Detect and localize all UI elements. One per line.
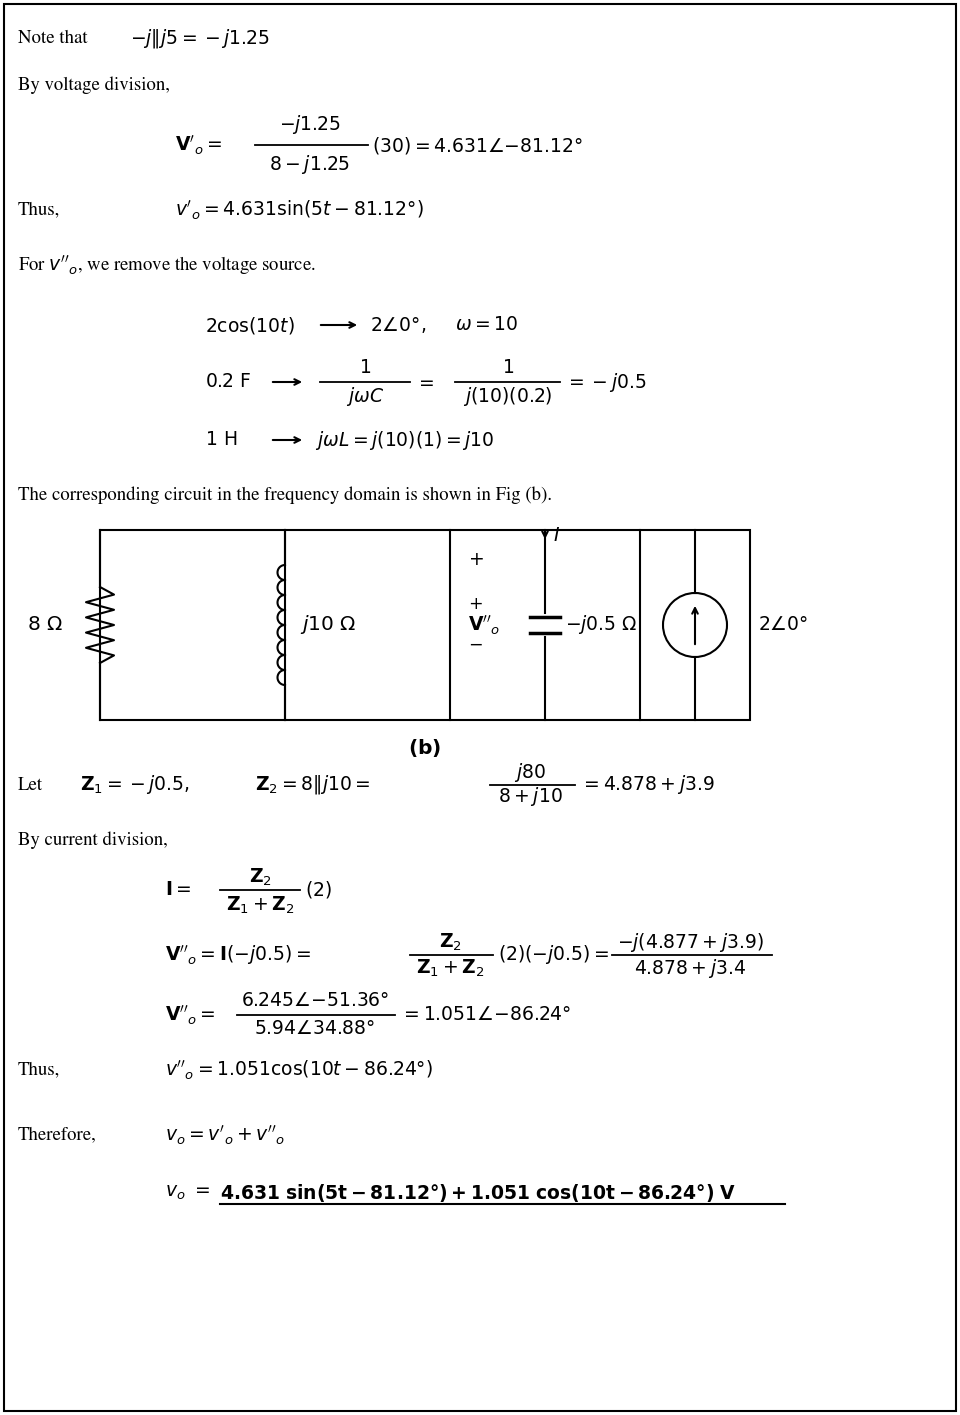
Text: $1\ \mathrm{H}$: $1\ \mathrm{H}$ (205, 432, 237, 449)
Text: $v_o\ =$: $v_o\ =$ (165, 1184, 210, 1203)
Text: $\mathbf{Z}_1 + \mathbf{Z}_2$: $\mathbf{Z}_1 + \mathbf{Z}_2$ (416, 958, 484, 979)
Text: By current division,: By current division, (18, 831, 168, 849)
Text: $+$: $+$ (468, 597, 483, 613)
Text: $8 - j1.25$: $8 - j1.25$ (270, 153, 350, 177)
Text: $2\angle 0°,$: $2\angle 0°,$ (370, 316, 426, 335)
Text: $5.94\angle 34.88°$: $5.94\angle 34.88°$ (254, 1020, 375, 1039)
Text: $(2)(-j0.5) =$: $(2)(-j0.5) =$ (498, 944, 610, 966)
Text: $8 + j10$: $8 + j10$ (497, 785, 563, 808)
Text: Note that: Note that (18, 30, 87, 47)
Text: $= 4.878 + j3.9$: $= 4.878 + j3.9$ (580, 774, 715, 797)
Text: $0.2\ \mathrm{F}$: $0.2\ \mathrm{F}$ (205, 374, 252, 391)
Text: Therefore,: Therefore, (18, 1126, 97, 1143)
Text: $4.878 + j3.4$: $4.878 + j3.4$ (634, 957, 746, 979)
Text: $\mathbf{I} =$: $\mathbf{I} =$ (165, 882, 191, 899)
Text: $j\omega L = j(10)(1) = j10$: $j\omega L = j(10)(1) = j10$ (315, 429, 494, 451)
Text: $\mathbf{Z}_1 + \mathbf{Z}_2$: $\mathbf{Z}_1 + \mathbf{Z}_2$ (226, 894, 295, 916)
Text: $-j(4.877 + j3.9)$: $-j(4.877 + j3.9)$ (616, 931, 763, 954)
Text: $j10\ \Omega$: $j10\ \Omega$ (300, 614, 356, 637)
Text: $\mathbf{Z}_2$: $\mathbf{Z}_2$ (439, 931, 462, 952)
Text: $6.245\angle{-51.36°}$: $6.245\angle{-51.36°}$ (241, 992, 389, 1010)
Text: $v''_o = 1.051\cos(10t - 86.24°)$: $v''_o = 1.051\cos(10t - 86.24°)$ (165, 1058, 433, 1081)
Text: $+$: $+$ (468, 552, 484, 569)
Text: $-j0.5\ \Omega$: $-j0.5\ \Omega$ (565, 614, 637, 637)
Bar (100, 531, 750, 720)
Text: $I$: $I$ (553, 526, 560, 545)
Text: $v_o = v'_o + v''_o$: $v_o = v'_o + v''_o$ (165, 1124, 285, 1146)
Text: Thus,: Thus, (18, 1061, 60, 1078)
Text: $= 1.051\angle{-86.24°}$: $= 1.051\angle{-86.24°}$ (400, 1006, 571, 1024)
Text: $\mathbf{(b)}$: $\mathbf{(b)}$ (408, 737, 442, 758)
Text: $2\angle 0°$: $2\angle 0°$ (758, 616, 808, 634)
Text: $j(10)(0.2)$: $j(10)(0.2)$ (464, 385, 553, 409)
Text: $j80$: $j80$ (514, 761, 546, 784)
Text: $\mathbf{V}''_o = \mathbf{I}(-j0.5) =$: $\mathbf{V}''_o = \mathbf{I}(-j0.5) =$ (165, 942, 311, 966)
Text: $-j1.25$: $-j1.25$ (279, 113, 341, 136)
Text: $(2)$: $(2)$ (305, 880, 332, 900)
Text: The corresponding circuit in the frequency domain is shown in Fig (b).: The corresponding circuit in the frequen… (18, 487, 552, 504)
Text: $\mathbf{Z}_2$: $\mathbf{Z}_2$ (249, 866, 272, 887)
Text: $\omega = 10$: $\omega = 10$ (455, 316, 518, 334)
Text: Thus,: Thus, (18, 201, 60, 218)
Text: $\mathbf{Z}_1 = -j0.5,$: $\mathbf{Z}_1 = -j0.5,$ (80, 774, 190, 797)
Text: By voltage division,: By voltage division, (18, 76, 170, 93)
Text: $\mathbf{V}'_o =$: $\mathbf{V}'_o =$ (175, 133, 222, 157)
Text: Let: Let (18, 777, 43, 794)
Text: $\mathbf{V}''_o$: $\mathbf{V}''_o$ (468, 613, 500, 637)
Text: $v'_o = 4.631\sin(5t - 81.12°)$: $v'_o = 4.631\sin(5t - 81.12°)$ (175, 198, 423, 222)
Text: $\mathbf{Z}_2 = 8 \| j10 =$: $\mathbf{Z}_2 = 8 \| j10 =$ (255, 774, 371, 797)
Text: $j\omega C$: $j\omega C$ (346, 385, 384, 409)
Text: $- j \| j5 = -j1.25$: $- j \| j5 = -j1.25$ (130, 27, 270, 50)
Text: $1$: $1$ (359, 359, 372, 376)
Text: $2\cos(10t)$: $2\cos(10t)$ (205, 314, 295, 335)
Text: $= -j0.5$: $= -j0.5$ (565, 371, 646, 393)
Text: $\mathbf{4.631\ sin(5t - 81.12°) + 1.051\ cos(10t - 86.24°)\ V}$: $\mathbf{4.631\ sin(5t - 81.12°) + 1.051… (220, 1182, 736, 1204)
Text: $(30) = 4.631\angle{-81.12°}$: $(30) = 4.631\angle{-81.12°}$ (372, 134, 583, 156)
Text: $1$: $1$ (502, 359, 514, 376)
Text: $=$: $=$ (415, 374, 435, 391)
Text: $8\ \Omega$: $8\ \Omega$ (27, 616, 63, 634)
Text: $\mathbf{V}''_o =$: $\mathbf{V}''_o =$ (165, 1003, 216, 1027)
Text: $-$: $-$ (468, 637, 483, 652)
Text: For $v''_o$, we remove the voltage source.: For $v''_o$, we remove the voltage sourc… (18, 253, 316, 277)
